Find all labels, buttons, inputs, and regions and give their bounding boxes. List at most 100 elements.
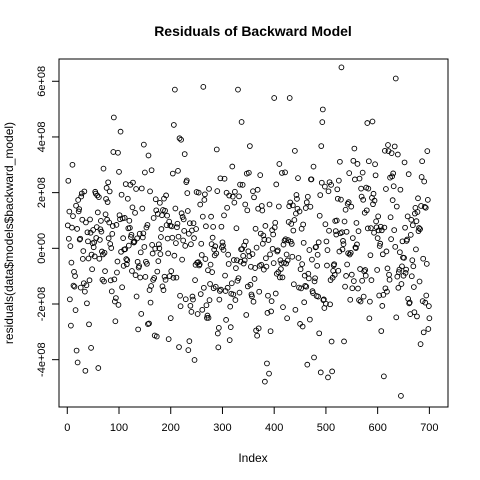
data-point — [233, 265, 239, 272]
data-point — [368, 225, 374, 231]
data-point — [338, 64, 345, 71]
data-point — [266, 370, 272, 377]
data-point — [113, 295, 119, 301]
data-point — [390, 183, 397, 190]
data-point — [176, 344, 182, 350]
data-point — [198, 240, 205, 247]
data-point — [256, 288, 263, 295]
data-point — [315, 239, 322, 246]
data-point — [137, 274, 144, 281]
data-point — [340, 238, 346, 244]
data-point — [209, 269, 215, 275]
data-point — [322, 183, 328, 190]
data-point — [370, 201, 376, 208]
data-point — [404, 236, 410, 243]
data-point — [311, 354, 317, 361]
data-point — [364, 225, 371, 232]
data-point — [65, 177, 72, 184]
data-point — [214, 188, 221, 194]
data-point — [197, 201, 204, 208]
x-tick-label: 700 — [420, 422, 438, 434]
data-point — [232, 188, 238, 195]
data-point — [261, 266, 267, 273]
data-point — [70, 282, 77, 289]
data-point — [180, 237, 187, 244]
data-point — [331, 261, 338, 268]
data-point — [389, 197, 396, 203]
data-point — [401, 255, 407, 261]
data-point — [362, 267, 369, 273]
data-point — [91, 239, 98, 246]
data-point — [258, 261, 265, 268]
data-point — [418, 174, 425, 180]
data-point — [200, 284, 207, 291]
data-point — [411, 309, 418, 316]
data-point — [221, 175, 228, 182]
data-point — [303, 283, 310, 290]
data-point — [344, 261, 350, 268]
data-point — [88, 251, 95, 258]
data-point — [306, 275, 312, 282]
data-point — [341, 338, 347, 345]
data-point — [217, 288, 223, 294]
data-point — [367, 252, 374, 259]
data-point — [420, 329, 427, 336]
data-point — [388, 236, 394, 242]
data-point — [388, 150, 395, 156]
data-point — [424, 197, 431, 203]
data-point — [424, 148, 431, 154]
data-point — [101, 249, 108, 256]
data-point — [251, 276, 258, 282]
data-point — [264, 360, 270, 367]
data-point — [197, 291, 204, 297]
data-point — [192, 277, 198, 283]
data-point — [317, 192, 324, 198]
data-point — [120, 235, 126, 242]
data-point — [217, 175, 224, 182]
data-point — [303, 199, 310, 206]
data-point — [299, 261, 305, 267]
data-point — [102, 211, 109, 218]
data-point — [207, 281, 213, 287]
data-point — [161, 273, 168, 280]
data-point — [128, 234, 134, 240]
data-point — [263, 255, 269, 262]
data-point — [225, 261, 232, 267]
data-point — [419, 158, 425, 165]
data-point — [423, 292, 430, 299]
data-point — [162, 207, 168, 214]
data-point — [386, 276, 393, 283]
data-point — [193, 226, 199, 232]
data-point — [316, 330, 323, 337]
data-point — [147, 299, 154, 306]
data-point — [408, 273, 415, 280]
data-point — [73, 347, 80, 354]
data-point — [323, 238, 330, 245]
data-point — [236, 289, 243, 296]
data-point — [154, 268, 161, 275]
data-point — [175, 233, 182, 240]
data-point — [107, 277, 114, 284]
data-point — [136, 263, 143, 269]
data-point — [384, 265, 391, 272]
data-point — [75, 208, 82, 215]
data-point — [413, 246, 419, 253]
data-point — [187, 220, 193, 227]
data-point — [318, 179, 325, 186]
data-point — [213, 146, 220, 153]
data-point — [119, 284, 125, 291]
data-point — [394, 273, 401, 280]
data-point — [201, 197, 208, 203]
data-point — [203, 223, 209, 230]
data-point — [67, 296, 73, 303]
data-point — [354, 161, 361, 167]
data-point — [143, 224, 150, 231]
data-point — [351, 278, 357, 284]
data-point — [347, 249, 354, 256]
data-point — [146, 320, 152, 327]
chart-title: Residuals of Backward Model — [154, 23, 352, 39]
data-point — [358, 185, 364, 192]
data-point — [196, 261, 203, 268]
data-point — [164, 212, 170, 219]
